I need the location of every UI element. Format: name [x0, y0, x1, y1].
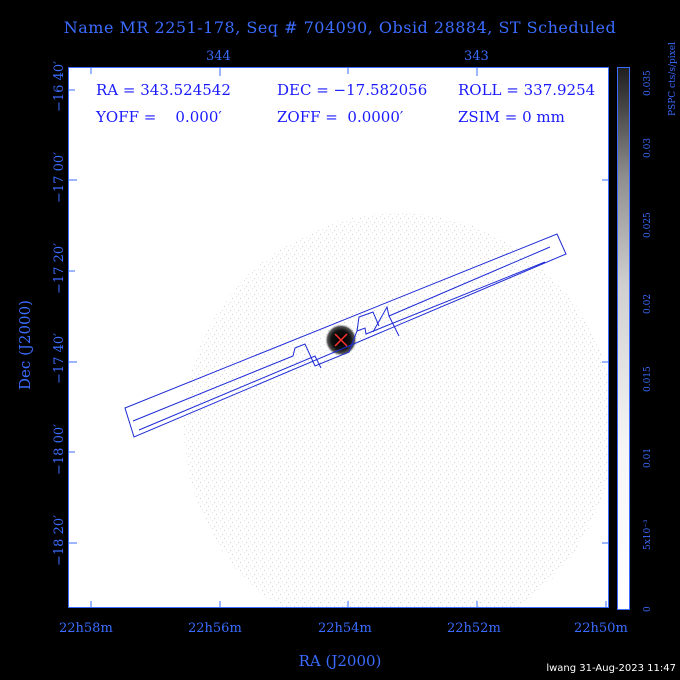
sky-image-panel: [68, 67, 609, 608]
colorbar-tick-7: 0.035: [643, 70, 653, 96]
sky-image-svg: [69, 68, 608, 607]
aimpoint-marker: [334, 333, 348, 347]
info-dec: DEC = −17.582056: [277, 81, 428, 99]
colorbar: [617, 67, 630, 610]
info-ra: RA = 343.524542: [96, 81, 231, 99]
colorbar-tick-4: 0.02: [643, 293, 653, 314]
y-tick-3: −17 40′: [52, 332, 67, 384]
colorbar-title: PSPC cts/s/pixel: [668, 42, 678, 116]
exposure-field: [184, 213, 608, 607]
x-axis-title: RA (J2000): [298, 652, 382, 670]
x-tick-2: 22h54m: [318, 621, 372, 636]
detector-footprint: [124, 233, 567, 438]
y-tick-4: −18 00′: [52, 423, 67, 475]
y-tick-5: −18 20′: [52, 514, 67, 566]
top-axis-tick-344: 344: [206, 49, 231, 64]
y-tick-2: −17 20′: [52, 242, 67, 294]
colorbar-tick-1: 5x10⁻³: [643, 519, 653, 550]
frame-ticks: [69, 68, 608, 607]
plot-title: Name MR 2251-178, Seq # 704090, Obsid 28…: [63, 18, 617, 37]
y-tick-0: −16 40′: [52, 60, 67, 112]
colorbar-tick-2: 0.01: [643, 447, 653, 468]
x-tick-3: 22h52m: [447, 621, 501, 636]
top-axis-tick-343: 343: [464, 49, 489, 64]
y-tick-1: −17 00′: [52, 151, 67, 203]
x-tick-4: 22h50m: [574, 621, 628, 636]
info-zsim: ZSIM = 0 mm: [458, 108, 565, 126]
x-tick-1: 22h56m: [188, 621, 242, 636]
footer-credit: lwang 31-Aug-2023 11:47: [546, 663, 676, 674]
info-yoff: YOFF = 0.000′: [96, 108, 222, 126]
info-zoff: ZOFF = 0.0000′: [277, 108, 404, 126]
info-roll: ROLL = 337.9254: [458, 81, 596, 99]
y-axis-title: Dec (J2000): [16, 300, 34, 390]
colorbar-tick-6: 0.03: [643, 137, 653, 158]
colorbar-tick-5: 0.025: [643, 212, 653, 238]
colorbar-tick-0: 0: [643, 606, 653, 612]
x-tick-0: 22h58m: [59, 621, 113, 636]
colorbar-tick-3: 0.015: [643, 366, 653, 392]
